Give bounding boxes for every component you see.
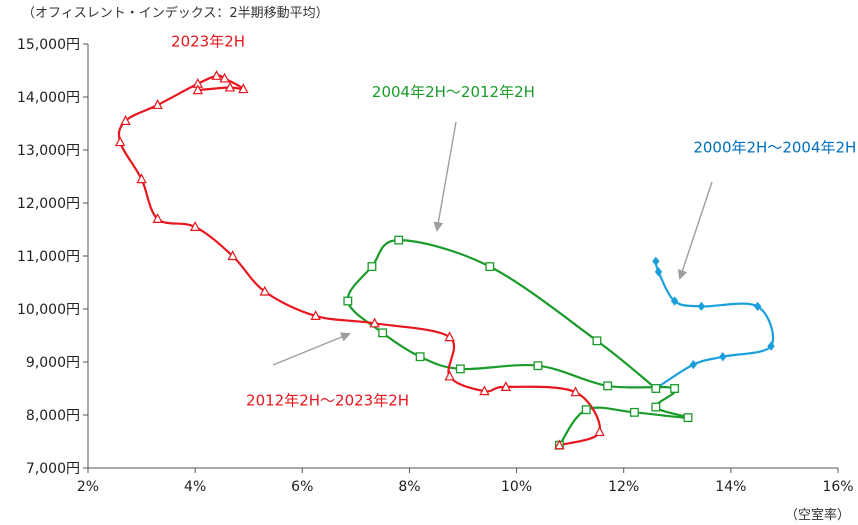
data-point-square bbox=[533, 361, 543, 371]
data-point-triangle bbox=[444, 331, 455, 342]
y-tick-label: 11,000円 bbox=[17, 249, 80, 265]
data-point-triangle bbox=[152, 213, 163, 223]
data-point-triangle bbox=[259, 285, 270, 296]
data-point-square bbox=[629, 407, 639, 417]
y-tick-label: 7,000円 bbox=[26, 461, 80, 477]
data-point-triangle bbox=[554, 439, 565, 450]
data-point-triangle bbox=[192, 84, 204, 95]
x-tick-label: 8% bbox=[398, 479, 420, 495]
data-point-triangle bbox=[500, 381, 512, 392]
data-point-diamond bbox=[753, 301, 762, 311]
data-point-diamond bbox=[697, 301, 706, 311]
data-point-diamond bbox=[767, 341, 775, 351]
data-point-square bbox=[367, 262, 377, 272]
data-point-triangle bbox=[189, 221, 201, 231]
x-tick-label: 10% bbox=[501, 479, 532, 495]
data-point-square bbox=[485, 262, 495, 272]
data-point-square bbox=[651, 402, 661, 412]
pointer-arrow-1 bbox=[677, 181, 713, 280]
data-point-triangle bbox=[114, 136, 126, 147]
data-point-square bbox=[592, 336, 602, 346]
x-tick-label: 6% bbox=[291, 479, 313, 495]
data-point-triangle bbox=[152, 99, 163, 110]
chart-axes: 7,000円 8,000円 9,000円 10,000円 11,000円 12,000円 1… bbox=[17, 37, 854, 495]
data-point-diamond bbox=[719, 352, 727, 362]
data-point-triangle bbox=[211, 70, 222, 80]
data-point-square bbox=[343, 296, 353, 306]
data-point-square bbox=[378, 328, 388, 338]
x-tick-label: 16% bbox=[822, 479, 853, 495]
pointer-arrow-0 bbox=[433, 121, 457, 232]
x-tick-label: 2% bbox=[77, 479, 99, 495]
y-tick-label: 9,000円 bbox=[26, 355, 80, 371]
data-point-square bbox=[581, 405, 591, 415]
data-point-square bbox=[394, 235, 404, 245]
x-tick-label: 14% bbox=[715, 479, 746, 495]
data-point-square bbox=[455, 364, 465, 374]
data-point-triangle bbox=[570, 386, 581, 397]
data-point-triangle bbox=[369, 317, 380, 328]
data-point-square bbox=[651, 384, 661, 393]
data-point-triangle bbox=[310, 310, 321, 320]
pointer-arrow-2 bbox=[272, 332, 351, 366]
data-point-triangle bbox=[120, 115, 131, 125]
y-tick-label: 12,000円 bbox=[17, 196, 80, 212]
y-tick-label: 10,000円 bbox=[17, 302, 80, 318]
y-tick-label: 15,000円 bbox=[17, 37, 80, 53]
x-axis-label: （空室率） bbox=[785, 507, 850, 523]
data-point-triangle bbox=[594, 426, 605, 437]
y-tick-label: 8,000円 bbox=[26, 408, 80, 424]
x-tick-label: 4% bbox=[184, 479, 206, 495]
data-point-triangle bbox=[444, 370, 455, 381]
data-point-square bbox=[670, 384, 680, 393]
data-point-diamond bbox=[670, 296, 679, 306]
data-point-triangle bbox=[136, 173, 147, 184]
data-point-triangle bbox=[227, 250, 238, 261]
series-line-0 bbox=[654, 260, 775, 390]
data-point-diamond bbox=[654, 267, 663, 277]
data-point-square bbox=[603, 381, 613, 391]
data-point-square bbox=[683, 413, 693, 423]
annotation-label-2: 2000年2H～2004年2H bbox=[693, 139, 856, 157]
data-point-triangle bbox=[224, 81, 236, 92]
annotation-label-0: 2023年2H bbox=[171, 33, 245, 51]
annotation-arrows bbox=[272, 121, 713, 366]
annotation-label-3: 2012年2H～2023年2H bbox=[246, 391, 409, 409]
y-tick-label: 14,000円 bbox=[17, 90, 80, 106]
series-markers bbox=[114, 70, 775, 450]
chart-labels: （オフィスレント・インデックス：2半期移動平均） （空室率） 2023年2H 2004… bbox=[22, 5, 856, 523]
data-point-triangle bbox=[238, 83, 249, 94]
data-point-triangle bbox=[219, 72, 230, 83]
data-point-diamond bbox=[689, 360, 698, 370]
data-point-triangle bbox=[479, 385, 490, 396]
data-point-diamond bbox=[652, 256, 660, 266]
chart-title: （オフィスレント・インデックス：2半期移動平均） bbox=[22, 5, 329, 21]
x-tick-label: 12% bbox=[608, 479, 639, 495]
y-tick-label: 13,000円 bbox=[17, 143, 80, 159]
data-point-square bbox=[415, 352, 425, 362]
series-line-2 bbox=[117, 74, 602, 447]
annotation-label-1: 2004年2H～2012年2H bbox=[372, 83, 535, 101]
